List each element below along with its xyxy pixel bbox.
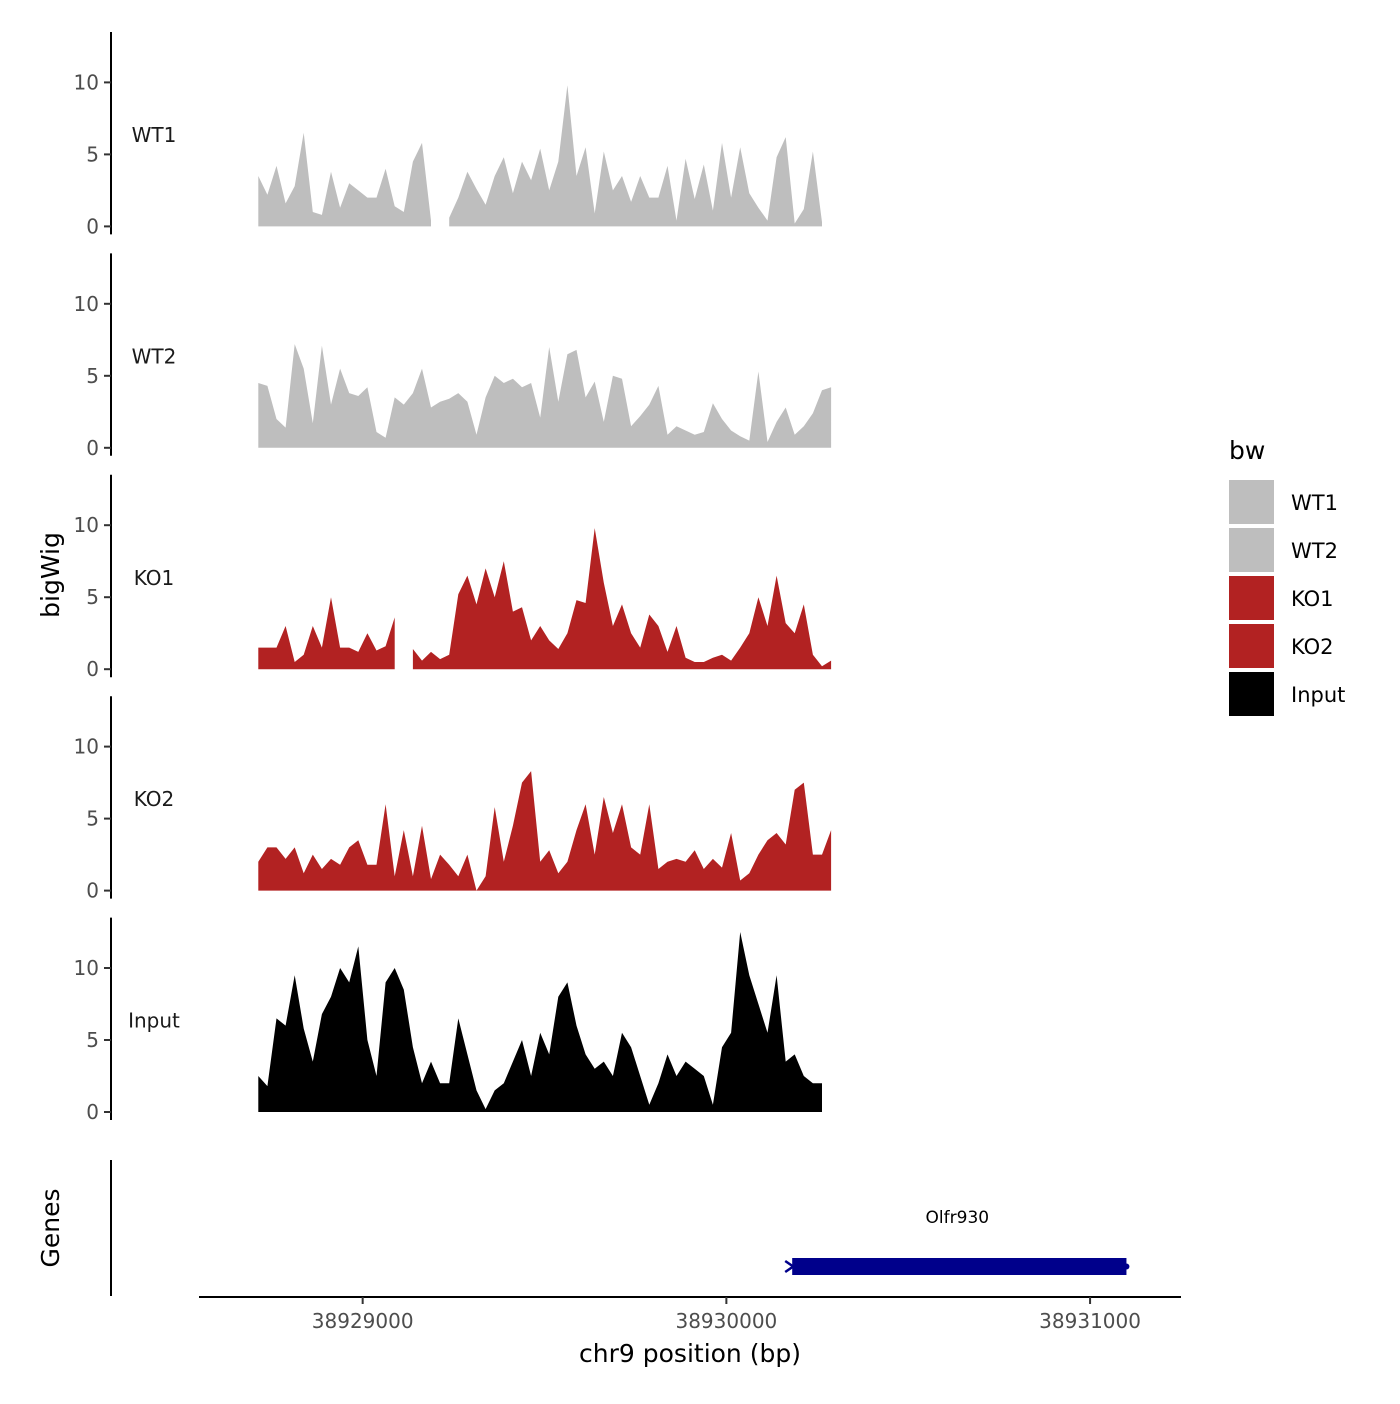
legend-label-ko2: KO2 xyxy=(1291,635,1334,659)
legend-swatch-wt1 xyxy=(1229,480,1274,524)
gene-label-olfr930: Olfr930 xyxy=(926,1208,990,1228)
area-wt1-segment-1 xyxy=(258,132,431,227)
track-input: 0 5 10 Input xyxy=(74,917,822,1124)
area-wt2-segment-1 xyxy=(258,344,832,448)
legend-swatch-ko2 xyxy=(1229,624,1274,668)
x-tick-label-38930000: 38930000 xyxy=(675,1309,777,1333)
x-tick-label-38929000: 38929000 xyxy=(312,1309,414,1333)
gene-olfr930: Olfr930 xyxy=(784,1208,1130,1275)
y-tick-label-input-5: 5 xyxy=(86,1028,99,1052)
y-tick-label-input-10: 10 xyxy=(74,956,99,980)
legend-swatch-input xyxy=(1229,672,1274,716)
track-label-input: Input xyxy=(128,1009,180,1033)
track-ko1: 0 5 10 KO1 xyxy=(74,474,832,681)
track-wt1: 0 5 10 WT1 xyxy=(74,32,822,238)
legend-label-wt2: WT2 xyxy=(1291,539,1338,563)
genes-label: Genes xyxy=(36,1188,65,1267)
y-tick-label-ko1-10: 10 xyxy=(74,513,99,537)
legend-title: bw xyxy=(1229,436,1265,465)
legend-swatch-wt2 xyxy=(1229,528,1274,572)
legend-label-ko1: KO1 xyxy=(1291,587,1334,611)
y-tick-label-input-0: 0 xyxy=(86,1100,99,1124)
area-ko1-segment-1 xyxy=(258,597,395,670)
y-tick-label-wt2-0: 0 xyxy=(86,436,99,460)
genes-layer: Genes Olfr930 xyxy=(36,1160,1130,1296)
y-tick-label-ko2-10: 10 xyxy=(74,735,99,759)
y-tick-label-ko1-0: 0 xyxy=(86,657,99,681)
gene-end-marker-olfr930 xyxy=(1123,1263,1130,1270)
track-wt2: 0 5 10 WT2 xyxy=(74,253,832,460)
gene-strand-marker-olfr930 xyxy=(784,1259,796,1274)
legend-label-input: Input xyxy=(1291,683,1345,707)
track-label-ko1: KO1 xyxy=(134,566,175,590)
track-ko2: 0 5 10 KO2 xyxy=(74,696,832,903)
x-tick-label-38931000: 38931000 xyxy=(1039,1309,1141,1333)
area-ko1-segment-2 xyxy=(412,528,832,670)
area-wt1-segment-2 xyxy=(449,85,822,227)
area-input-segment-1 xyxy=(258,932,822,1112)
legend: bw WT1 WT2 KO1 KO2 Input xyxy=(1229,436,1345,716)
y-tick-label-wt1-10: 10 xyxy=(74,70,99,94)
x-axis: chr9 position (bp) 38929000 38930000 38931… xyxy=(199,1296,1181,1368)
area-ko2-segment-1 xyxy=(258,771,832,891)
track-label-wt1: WT1 xyxy=(132,123,177,147)
legend-label-wt1: WT1 xyxy=(1291,491,1338,515)
y-tick-label-wt2-5: 5 xyxy=(86,364,99,388)
track-label-wt2: WT2 xyxy=(132,344,177,368)
gene-body-olfr930 xyxy=(792,1258,1127,1275)
x-axis-title: chr9 position (bp) xyxy=(579,1339,801,1368)
y-tick-label-wt1-5: 5 xyxy=(86,142,99,166)
y-tick-label-ko1-5: 5 xyxy=(86,585,99,609)
y-tick-label-wt2-10: 10 xyxy=(74,292,99,316)
y-tick-label-wt1-0: 0 xyxy=(86,214,99,238)
y-axis-title: bigWig xyxy=(36,532,65,618)
tracks-layer: 0 5 10 WT1 0 5 10 WT2 0 5 10 KO1 0 5 10 KO2 0 5 10 Input xyxy=(74,32,832,1124)
y-tick-label-ko2-0: 0 xyxy=(86,879,99,903)
track-label-ko2: KO2 xyxy=(134,787,175,811)
y-tick-label-ko2-5: 5 xyxy=(86,807,99,831)
legend-swatch-ko1 xyxy=(1229,576,1274,620)
